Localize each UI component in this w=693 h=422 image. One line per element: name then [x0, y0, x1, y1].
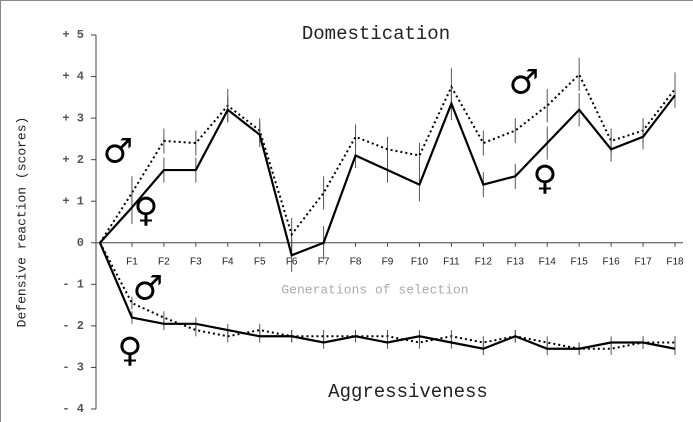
series-line [99, 72, 676, 244]
x-tick-label: F4 [222, 256, 234, 267]
x-tick-label: F3 [190, 256, 202, 267]
series-line [98, 242, 676, 350]
y-tick-label: + 4 [62, 70, 84, 84]
y-tick-label: + 2 [62, 153, 84, 167]
y-tick-label: - 3 [62, 361, 84, 375]
x-axis-label: Generations of selection [281, 282, 468, 297]
y-tick-label: - 1 [62, 278, 84, 292]
series-symbol: ♀ [118, 331, 143, 371]
x-tick-label: F7 [318, 256, 330, 267]
x-tick-label: F5 [254, 256, 266, 267]
series-symbol: ♂ [103, 132, 133, 172]
series-symbol: ♀ [134, 191, 159, 231]
x-tick-label: F13 [507, 256, 525, 267]
x-tick-label: F9 [382, 256, 394, 267]
x-tick-label: F12 [475, 256, 493, 267]
series-symbol: ♀ [533, 159, 558, 199]
x-tick-label: F10 [411, 256, 429, 267]
y-tick-label: + 5 [62, 28, 84, 42]
x-tick-label: F8 [350, 256, 362, 267]
series-symbol: ♂ [133, 269, 163, 309]
x-tick-label: F16 [602, 256, 620, 267]
series-symbol: ♂ [509, 63, 539, 103]
y-axis-label: Defensive reaction (scores) [14, 117, 29, 328]
x-tick-label: F2 [158, 256, 170, 267]
chart-title: Domestication [302, 23, 450, 45]
series-line [99, 94, 676, 257]
x-tick-label: F17 [634, 256, 652, 267]
annotation: Aggressiveness [328, 381, 488, 403]
x-tick-label: F18 [666, 256, 684, 267]
y-tick-label: + 1 [62, 194, 84, 208]
y-tick-label: + 3 [62, 111, 84, 125]
x-tick-label: F1 [126, 256, 138, 267]
x-tick-label: F15 [571, 256, 589, 267]
x-tick-label: F11 [443, 256, 460, 267]
x-tick-label: F14 [539, 256, 557, 267]
y-tick-label: - 2 [62, 319, 84, 333]
y-tick-label: - 4 [62, 402, 84, 416]
y-tick-label: 0 [77, 236, 84, 250]
